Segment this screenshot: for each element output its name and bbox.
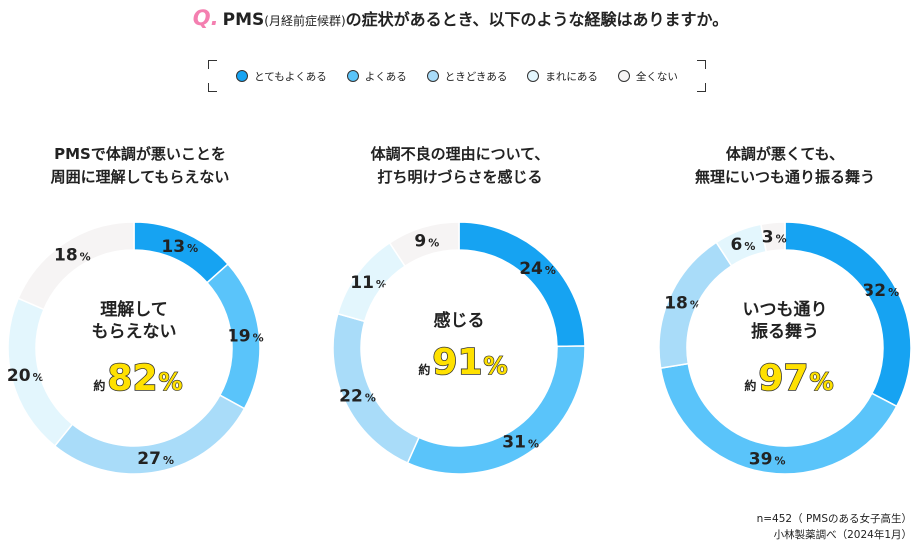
legend-bracket	[697, 83, 706, 92]
segment-value-label: 31%	[502, 433, 539, 453]
center-label: 振る舞う	[751, 321, 819, 342]
legend-item: まれにある	[527, 69, 598, 84]
question-paren: (月経前症候群)	[264, 14, 346, 28]
segment-value-label: 32%	[862, 281, 899, 301]
segment-value-label: 19%	[227, 326, 264, 346]
chart-3-title: 体調が悪くても、 無理にいつも通り振る舞う	[645, 143, 921, 189]
center-label: 感じる	[434, 310, 485, 331]
survey-question: Q. PMS(月経前症候群)の症状があるとき、以下のような経験はありますか。	[0, 6, 921, 30]
legend-items: とてもよくある よくある ときどきある まれにある 全くない	[208, 60, 706, 92]
legend-bracket	[208, 83, 217, 92]
legend-swatch-icon	[236, 70, 249, 82]
question-text: の症状があるとき、以下のような経験はありますか。	[345, 10, 729, 29]
donut-segment	[388, 221, 460, 268]
segment-value-label: 13%	[161, 237, 198, 257]
chart-3-title-line-2: 無理にいつも通り振る舞う	[694, 168, 875, 186]
donut-hole	[362, 251, 556, 445]
segment-value-label: 27%	[137, 449, 174, 469]
legend-swatch-icon	[426, 70, 439, 82]
question-mark-label: Q.	[192, 6, 219, 30]
segment-value-label: 22%	[339, 386, 376, 406]
legend-label: よくある	[364, 70, 407, 83]
legend-label: まれにある	[545, 70, 598, 83]
footnote: n=452（ PMSのある女子高生） 小林製薬調べ（2024年1月）	[757, 511, 912, 543]
center-label: いつも通り	[743, 300, 828, 320]
segment-value-label: 6%	[731, 235, 756, 255]
segment-value-label: 24%	[519, 259, 556, 279]
chart-1-title: PMSで体調が悪いことを 周囲に理解してもらえない	[0, 143, 280, 189]
segment-value-label: 39%	[749, 450, 786, 470]
donut-segment	[17, 221, 135, 311]
legend-label: とてもよくある	[254, 70, 327, 83]
legend-item: 全くない	[617, 69, 678, 84]
legend-swatch-icon	[617, 70, 630, 82]
chart-2-title-line-1: 体調不良の理由について、	[370, 145, 550, 163]
legend-item: ときどきある	[426, 69, 508, 84]
legend-label: 全くない	[635, 70, 678, 83]
segment-value-label: 20%	[7, 366, 44, 386]
legend-bracket	[208, 60, 217, 69]
approx-total: 約91%	[418, 342, 507, 383]
legend-item: とてもよくある	[236, 69, 327, 84]
legend-swatch-icon	[346, 70, 359, 82]
donut-segment	[760, 221, 786, 253]
legend: とてもよくある よくある ときどきある まれにある 全くない	[208, 60, 706, 92]
chart-2-title-line-2: 打ち明けづらさを感じる	[377, 168, 543, 186]
donut-hole	[37, 251, 231, 445]
segment-value-label: 18%	[54, 245, 91, 265]
chart-1-title-line-1: PMSで体調が悪いことを	[54, 145, 226, 163]
center-label: 理解して	[100, 299, 168, 320]
approx-total: 約82%	[93, 358, 182, 399]
sample-size-note: n=452（ PMSのある女子高生）	[756, 513, 912, 525]
legend-bracket	[697, 60, 706, 69]
legend-swatch-icon	[527, 70, 540, 82]
chart-2-title: 体調不良の理由について、 打ち明けづらさを感じる	[320, 143, 600, 189]
segment-value-label: 11%	[350, 273, 387, 293]
question-pms: PMS	[222, 10, 265, 30]
legend-label: ときどきある	[444, 70, 508, 83]
donut-hole	[688, 251, 882, 445]
approx-total: 約97%	[744, 358, 833, 399]
center-label: もらえない	[92, 322, 177, 342]
segment-value-label: 9%	[414, 232, 439, 252]
segment-value-label: 18%	[664, 294, 701, 314]
segment-value-label: 3%	[762, 228, 787, 248]
legend-item: よくある	[346, 69, 407, 84]
chart-3-title-line-1: 体調が悪くても、	[725, 145, 845, 163]
source-note: 小林製薬調べ（2024年1月）	[773, 529, 912, 541]
chart-1-title-line-2: 周囲に理解してもらえない	[50, 168, 230, 186]
